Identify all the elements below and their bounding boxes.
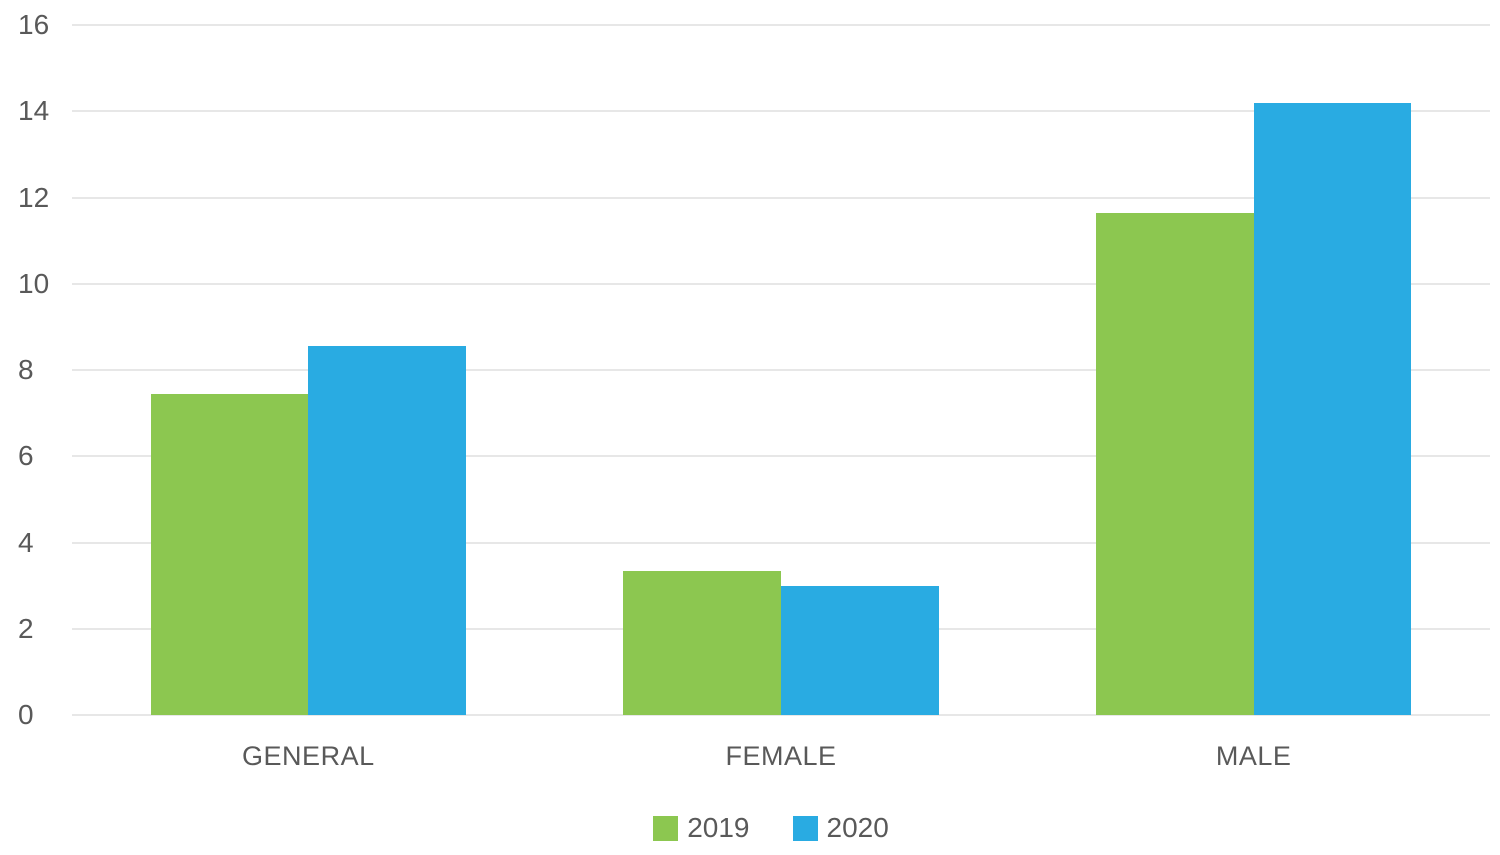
y-tick-label-16: 16 [18, 9, 50, 40]
legend-swatch-2019 [653, 815, 679, 841]
gridline-y-16 [72, 24, 1490, 26]
gridline-y-14 [72, 110, 1490, 113]
gridline-y-6 [72, 455, 1490, 458]
bar-2019-general [150, 393, 309, 715]
gridline-y-8 [72, 369, 1490, 371]
y-tick-label-8: 8 [18, 354, 34, 385]
bar-2019-male [1096, 212, 1254, 715]
legend-item-2019: 2019 [653, 812, 750, 844]
y-tick-label-4: 4 [18, 526, 34, 558]
category-label-female: FEMALE [725, 741, 837, 771]
category-label-general: GENERAL [242, 741, 375, 771]
y-tick-label-12: 12 [18, 181, 50, 213]
legend-label-2019: 2019 [687, 812, 750, 843]
bar-2020-male [1253, 102, 1412, 715]
y-tick-label-6: 6 [18, 440, 34, 472]
plot-area [72, 24, 1490, 716]
gridline-y-12 [72, 196, 1490, 199]
bar-2020-female [781, 585, 939, 715]
category-label-male: MALE [1215, 741, 1292, 771]
gridline-y-10 [72, 282, 1490, 285]
bar-2019-female [623, 570, 781, 715]
y-tick-label-14: 14 [18, 95, 50, 127]
y-tick-label-2: 2 [18, 612, 34, 644]
gridline-y-0 [72, 714, 1490, 716]
legend-swatch-2020 [792, 815, 818, 841]
gridline-y-4 [72, 541, 1490, 544]
legend: 2019 2020 [21, 812, 1500, 844]
y-tick-label-10: 10 [18, 267, 50, 299]
legend-label-2020: 2020 [826, 812, 889, 843]
bar-2020-general [308, 346, 466, 715]
y-tick-label-0: 0 [18, 699, 34, 730]
legend-item-2020: 2020 [792, 812, 889, 844]
